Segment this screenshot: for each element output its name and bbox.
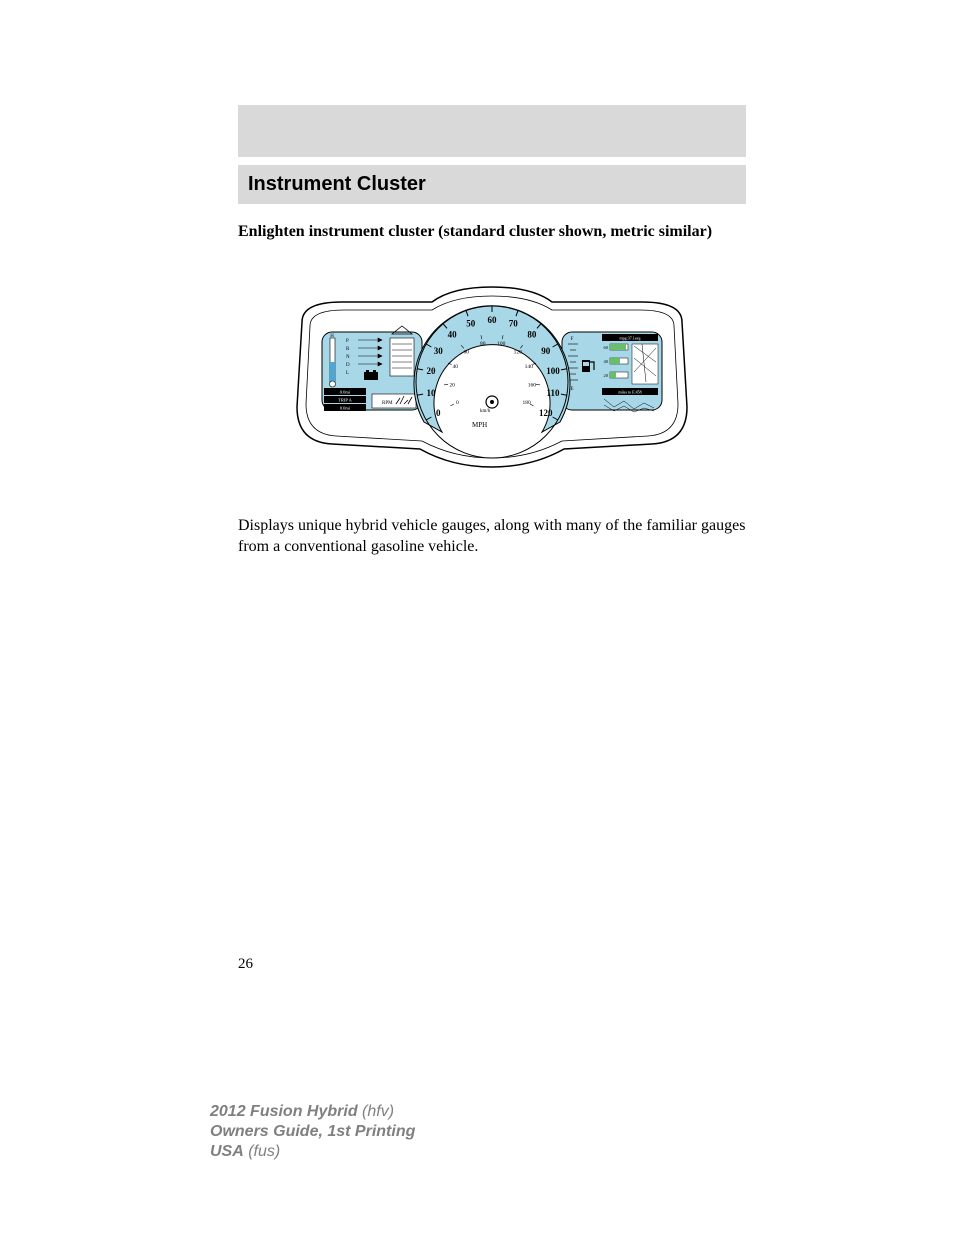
svg-text:60: 60 [604, 345, 609, 350]
svg-text:30: 30 [434, 346, 444, 356]
page-number: 26 [238, 956, 253, 973]
svg-text:40: 40 [604, 359, 609, 364]
trip-readout-3: 0.0mi [340, 406, 351, 411]
kmh-unit: km/h [480, 409, 491, 414]
svg-text:140: 140 [525, 364, 534, 370]
svg-text:180: 180 [523, 400, 532, 406]
svg-text:120: 120 [539, 408, 553, 418]
svg-text:80: 80 [480, 341, 486, 347]
footer-code2: (fus) [244, 1143, 280, 1160]
section-header: Instrument Cluster [238, 165, 746, 204]
footer-guide: Owners Guide, 1st Printing [210, 1122, 415, 1142]
svg-text:50: 50 [466, 319, 476, 329]
svg-text:20: 20 [426, 366, 436, 376]
gear-n: N [346, 355, 350, 360]
svg-text:90: 90 [541, 346, 551, 356]
footer-region: USA [210, 1143, 244, 1160]
left-pod: H C P R N D L [322, 326, 422, 411]
svg-text:70: 70 [509, 319, 519, 329]
svg-text:0: 0 [456, 400, 459, 406]
gear-p: P [346, 339, 349, 344]
svg-text:0: 0 [436, 408, 441, 418]
svg-text:60: 60 [488, 315, 498, 325]
svg-text:80: 80 [527, 330, 537, 340]
right-pod: F E 60 40 [562, 332, 662, 412]
body-paragraph: Displays unique hybrid vehicle gauges, a… [238, 516, 746, 558]
svg-text:100: 100 [546, 366, 560, 376]
section-title: Instrument Cluster [248, 173, 736, 196]
svg-text:20: 20 [604, 373, 609, 378]
svg-text:10: 10 [426, 388, 436, 398]
fuel-e-label: E [570, 387, 573, 392]
trip-readout-2: TRIP A [338, 398, 352, 403]
svg-text:20: 20 [449, 382, 455, 388]
temp-h-label: H [330, 334, 334, 339]
rpm-label: RPM [382, 401, 393, 406]
instrument-cluster-svg: H C P R N D L [272, 282, 712, 472]
fuel-f-label: F [571, 337, 574, 342]
svg-text:160: 160 [528, 382, 537, 388]
gear-d: D [346, 363, 350, 368]
figure-subtitle: Enlighten instrument cluster (standard c… [238, 222, 746, 242]
gear-l: L [346, 371, 349, 376]
footer-block: 2012 Fusion Hybrid (hfv) Owners Guide, 1… [210, 1102, 415, 1162]
mpg-readout: mpg:37.1avg [620, 336, 641, 341]
footer-code1: (hfv) [358, 1103, 394, 1120]
svg-text:40: 40 [448, 330, 458, 340]
footer-model: 2012 Fusion Hybrid [210, 1103, 358, 1120]
svg-text:100: 100 [497, 341, 506, 347]
trip-readout-1: 0.0mi [340, 390, 351, 395]
mph-unit: MPH [472, 421, 487, 429]
miles-to-e-readout: miles to E:458 [618, 390, 641, 395]
svg-text:110: 110 [547, 388, 561, 398]
svg-text:60: 60 [464, 349, 470, 355]
svg-text:40: 40 [453, 364, 459, 370]
cluster-diagram: H C P R N D L [238, 282, 746, 472]
svg-text:120: 120 [514, 349, 523, 355]
